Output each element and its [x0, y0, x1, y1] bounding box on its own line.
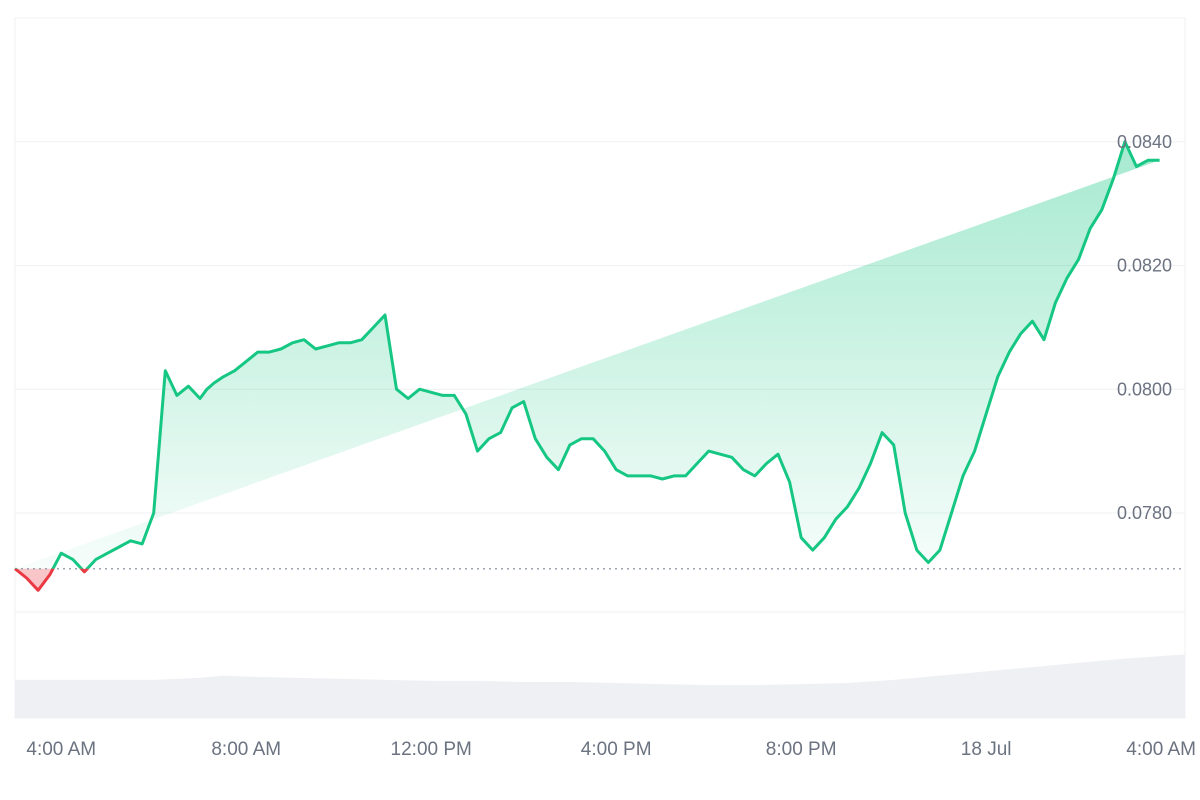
x-tick-label: 8:00 AM — [211, 739, 281, 760]
x-tick-label: 18 Jul — [961, 739, 1012, 760]
price-area-up — [15, 141, 1160, 569]
x-axis-labels: 4:00 AM 8:00 AM 12:00 PM 4:00 PM 8:00 PM 18 J… — [26, 739, 1196, 760]
volume-area — [15, 654, 1185, 718]
price-area — [15, 141, 1160, 591]
x-tick-label: 4:00 PM — [581, 739, 652, 760]
x-tick-label: 4:00 AM — [26, 739, 96, 760]
y-tick-label: 0.0800 — [1117, 379, 1172, 399]
y-tick-label: 0.0840 — [1117, 132, 1172, 152]
price-lines[interactable] — [14, 140, 1160, 592]
volume-bars — [15, 654, 1185, 718]
x-tick-label: 8:00 PM — [766, 739, 837, 760]
y-tick-label: 0.0780 — [1117, 503, 1172, 523]
y-tick-label: 0.0820 — [1117, 256, 1172, 276]
price-line-up[interactable] — [15, 140, 1160, 591]
y-axis-labels: 0.0780 0.0800 0.0820 0.0840 — [1117, 132, 1172, 523]
x-tick-label: 4:00 AM — [1126, 739, 1196, 760]
x-tick-label: 12:00 PM — [391, 739, 472, 760]
